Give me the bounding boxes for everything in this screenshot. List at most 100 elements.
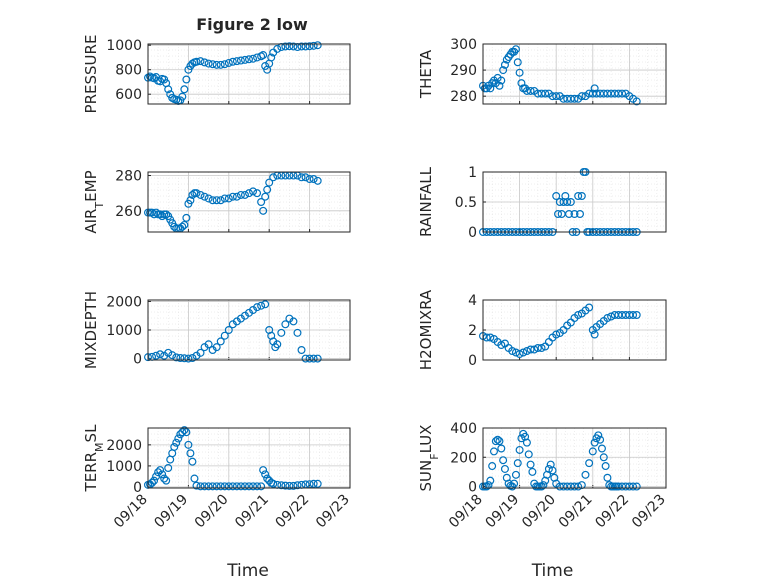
data-point bbox=[182, 213, 191, 222]
data-point bbox=[257, 301, 266, 310]
data-point bbox=[172, 438, 181, 447]
data-point bbox=[170, 442, 179, 451]
data-point bbox=[491, 437, 500, 446]
data-point bbox=[158, 212, 167, 221]
y-tick-label: 800 bbox=[115, 63, 142, 79]
data-point bbox=[297, 346, 306, 355]
data-point bbox=[150, 476, 159, 485]
data-point bbox=[511, 45, 520, 54]
data-point bbox=[204, 194, 213, 203]
data-point bbox=[212, 343, 221, 352]
data-point bbox=[313, 479, 322, 488]
data-point bbox=[293, 481, 302, 490]
data-point bbox=[154, 468, 163, 477]
subplot-1: 600 800 1000 PRESSURE bbox=[82, 35, 351, 114]
data-point bbox=[488, 462, 497, 471]
data-point bbox=[236, 56, 245, 65]
y-tick-label: 1 bbox=[468, 165, 477, 181]
data-point bbox=[285, 481, 294, 490]
data-point bbox=[253, 303, 262, 312]
data-point bbox=[305, 42, 314, 51]
data-point bbox=[301, 42, 310, 51]
data-point bbox=[249, 187, 258, 196]
y-tick-label: 0.5 bbox=[455, 195, 477, 211]
y-axis-label: PRESSURE bbox=[82, 35, 100, 114]
data-point bbox=[585, 459, 594, 468]
data-point bbox=[212, 482, 221, 491]
data-point bbox=[563, 198, 572, 207]
data-point bbox=[594, 431, 603, 440]
data-point bbox=[489, 447, 498, 456]
x-axis-label: Time bbox=[226, 561, 269, 581]
data-point bbox=[548, 466, 557, 475]
axes-box bbox=[482, 427, 667, 489]
data-point bbox=[261, 192, 270, 201]
data-point bbox=[273, 340, 282, 349]
data-point bbox=[301, 354, 310, 363]
data-point bbox=[305, 354, 314, 363]
data-point bbox=[632, 97, 641, 106]
data-point bbox=[174, 434, 183, 443]
data-point bbox=[566, 198, 575, 207]
data-point bbox=[245, 189, 254, 198]
data-point bbox=[301, 173, 310, 182]
data-point bbox=[508, 347, 517, 356]
y-tick-label: 1000 bbox=[106, 323, 142, 339]
y-tick-label: 2000 bbox=[106, 294, 142, 310]
data-point bbox=[574, 482, 583, 491]
data-point bbox=[228, 57, 237, 66]
data-point bbox=[200, 192, 209, 201]
data-point bbox=[577, 92, 586, 101]
data-point bbox=[164, 348, 173, 357]
data-point bbox=[517, 434, 526, 443]
data-point bbox=[232, 482, 241, 491]
data-point bbox=[204, 59, 213, 68]
y-tick-label: 400 bbox=[450, 421, 477, 437]
data-point bbox=[618, 89, 627, 98]
data-point bbox=[216, 60, 225, 69]
data-point bbox=[164, 464, 173, 473]
data-point bbox=[607, 312, 616, 321]
data-point bbox=[156, 210, 165, 219]
data-point bbox=[574, 311, 583, 320]
data-point bbox=[152, 208, 161, 217]
data-point bbox=[289, 481, 298, 490]
data-point bbox=[497, 76, 506, 85]
data-point bbox=[515, 68, 524, 77]
data-point bbox=[281, 320, 290, 329]
data-point bbox=[581, 470, 590, 479]
data-point bbox=[160, 474, 169, 483]
data-point bbox=[152, 351, 161, 360]
data-point bbox=[196, 57, 205, 66]
data-point bbox=[537, 482, 546, 491]
data-point bbox=[249, 482, 258, 491]
data-point bbox=[208, 482, 217, 491]
data-point bbox=[180, 85, 189, 94]
data-point bbox=[156, 350, 165, 359]
data-point bbox=[603, 473, 612, 482]
data-point bbox=[192, 481, 201, 490]
data-point bbox=[629, 482, 638, 491]
data-point bbox=[200, 482, 209, 491]
data-point bbox=[526, 345, 535, 354]
data-point bbox=[277, 481, 286, 490]
data-point bbox=[148, 478, 157, 487]
data-point bbox=[313, 176, 322, 185]
data-point bbox=[212, 60, 221, 69]
data-point bbox=[289, 42, 298, 51]
y-tick-label: 4 bbox=[468, 293, 477, 309]
data-point bbox=[513, 58, 522, 67]
data-point bbox=[544, 464, 553, 473]
y-tick-label: 300 bbox=[450, 37, 477, 53]
figure-title: Figure 2 low bbox=[196, 15, 308, 34]
data-point bbox=[554, 210, 563, 219]
data-point bbox=[180, 220, 189, 229]
data-point bbox=[162, 210, 171, 219]
data-point bbox=[495, 81, 504, 90]
y-axis-label: RAINFALL bbox=[417, 166, 435, 237]
data-point bbox=[269, 173, 278, 182]
data-point bbox=[632, 311, 641, 320]
data-point bbox=[245, 482, 254, 491]
data-point bbox=[309, 479, 318, 488]
